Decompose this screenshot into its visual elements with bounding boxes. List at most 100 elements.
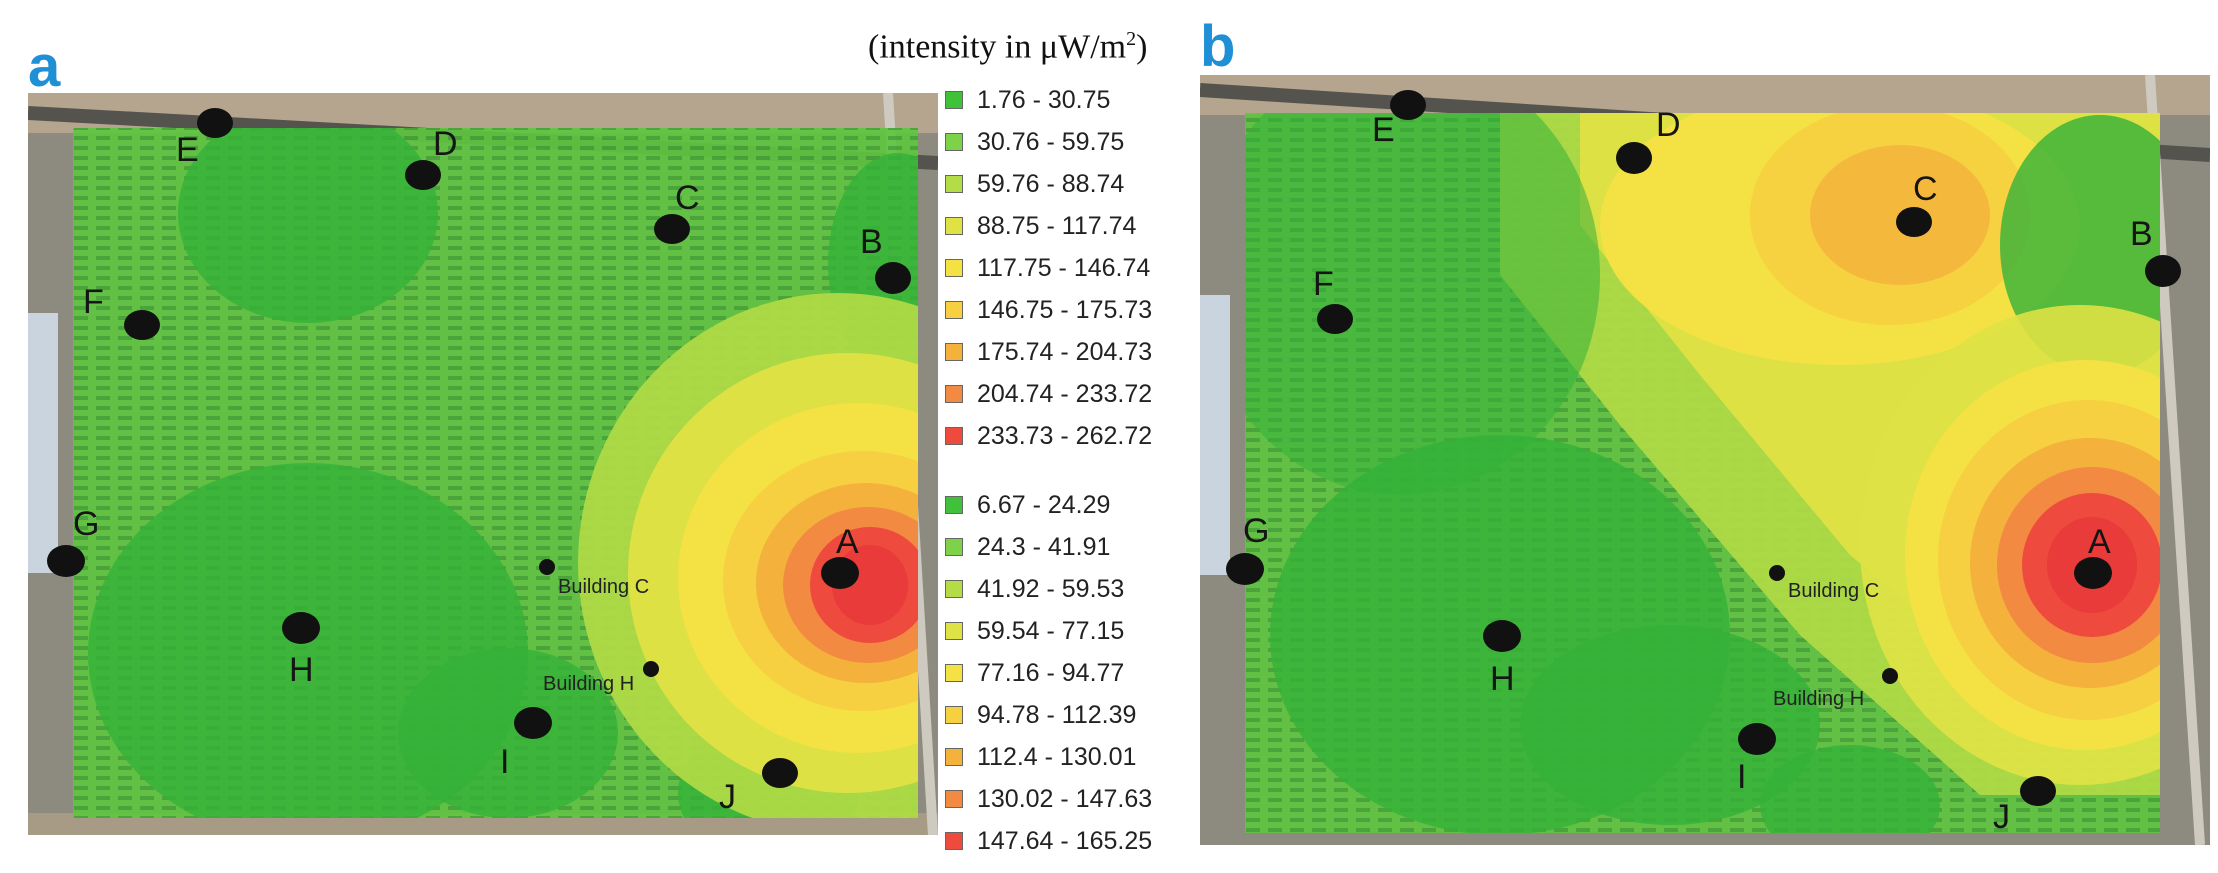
legend-item: 59.76 - 88.74: [945, 169, 1124, 199]
legend-swatch: [945, 259, 963, 277]
label-b: B: [2130, 215, 2153, 253]
legend-label: 112.4 - 130.01: [977, 742, 1137, 771]
marker-a: [2074, 557, 2112, 589]
legend-label: 146.75 - 175.73: [977, 295, 1153, 324]
legend-label: 233.73 - 262.72: [977, 421, 1153, 450]
legend-label: 204.74 - 233.72: [977, 379, 1153, 408]
legend-swatch: [945, 496, 963, 514]
marker-f: [1317, 304, 1353, 334]
legend-swatch: [945, 748, 963, 766]
building-c-label: Building C: [558, 576, 649, 598]
legend-item: 41.92 - 59.53: [945, 574, 1124, 604]
legend-label: 130.02 - 147.63: [977, 784, 1153, 813]
marker-c: [654, 214, 690, 244]
low-intensity-zone: [1520, 625, 1820, 825]
label-g: G: [1243, 512, 1269, 550]
label-b: B: [860, 223, 883, 261]
legend-swatch: [945, 217, 963, 235]
legend-label: 88.75 - 117.74: [977, 211, 1137, 240]
marker-g: [1226, 553, 1264, 585]
legend-label: 175.74 - 204.73: [977, 337, 1153, 366]
legend-swatch: [945, 832, 963, 850]
label-f: F: [1313, 265, 1334, 303]
legend-item: 146.75 - 175.73: [945, 295, 1152, 325]
legend-swatch: [945, 706, 963, 724]
marker-j: [762, 758, 798, 788]
marker-i: [1738, 723, 1776, 755]
legend-item: 147.64 - 165.25: [945, 826, 1152, 856]
legend-item: 117.75 - 146.74: [945, 253, 1150, 283]
legend-label: 94.78 - 112.39: [977, 700, 1137, 729]
building-c-marker: [539, 559, 555, 575]
label-h: H: [289, 651, 314, 689]
marker-i: [514, 707, 552, 739]
marker-c: [1896, 207, 1932, 237]
label-g: G: [73, 505, 99, 543]
legend-swatch: [945, 622, 963, 640]
marker-d: [405, 160, 441, 190]
legend-swatch: [945, 133, 963, 151]
label-a: A: [836, 523, 859, 561]
legend-item: 1.76 - 30.75: [945, 85, 1110, 115]
building-c-marker: [1769, 565, 1785, 581]
legend-swatch: [945, 343, 963, 361]
panel-letter-a: a: [28, 34, 61, 99]
legend-label: 41.92 - 59.53: [977, 574, 1125, 603]
building-h-marker: [1882, 668, 1898, 684]
legend-title: (intensity in μW/m2): [868, 28, 1148, 66]
legend-item: 204.74 - 233.72: [945, 379, 1152, 409]
low-intensity-zone: [1245, 113, 1600, 495]
building-c-label: Building C: [1788, 580, 1879, 602]
legend-swatch: [945, 91, 963, 109]
legend-swatch: [945, 301, 963, 319]
legend-swatch: [945, 538, 963, 556]
legend-item: 30.76 - 59.75: [945, 127, 1124, 157]
legend-item: 233.73 - 262.72: [945, 421, 1152, 451]
legend-item: 59.54 - 77.15: [945, 616, 1124, 646]
marker-b: [2145, 255, 2181, 287]
label-h: H: [1490, 660, 1515, 698]
legend-swatch: [945, 790, 963, 808]
label-d: D: [1656, 106, 1681, 144]
label-c: C: [675, 179, 700, 217]
label-f: F: [83, 283, 104, 321]
legend-swatch: [945, 175, 963, 193]
label-j: J: [719, 778, 736, 816]
marker-e: [197, 108, 233, 138]
label-i: I: [1737, 758, 1746, 796]
legend-item: 112.4 - 130.01: [945, 742, 1136, 772]
low-intensity-zone: [1760, 745, 1940, 833]
label-d: D: [433, 125, 458, 163]
legend-swatch: [945, 427, 963, 445]
low-intensity-zone: [178, 128, 438, 323]
legend-swatch: [945, 580, 963, 598]
building-h-marker: [643, 661, 659, 677]
legend-label: 24.3 - 41.91: [977, 532, 1111, 561]
marker-j: [2020, 776, 2056, 806]
marker-d: [1616, 142, 1652, 174]
legend-item: 94.78 - 112.39: [945, 700, 1136, 730]
building-h-label: Building H: [1773, 688, 1864, 710]
intensity-map-b: A B C D E F G H I J Building C Building …: [1200, 75, 2210, 845]
legend-item: 77.16 - 94.77: [945, 658, 1124, 688]
legend-label: 147.64 - 165.25: [977, 826, 1153, 855]
marker-g: [47, 545, 85, 577]
label-c: C: [1913, 170, 1938, 208]
marker-a: [821, 557, 859, 589]
label-j: J: [1993, 798, 2010, 836]
marker-f: [124, 310, 160, 340]
legend-item: 6.67 - 24.29: [945, 490, 1110, 520]
legend-item: 24.3 - 41.91: [945, 532, 1110, 562]
marker-b: [875, 262, 911, 294]
legend-swatch: [945, 664, 963, 682]
label-e: E: [176, 131, 199, 169]
label-i: I: [500, 743, 509, 781]
panel-letter-b: b: [1200, 14, 1236, 79]
legend-item: 130.02 - 147.63: [945, 784, 1152, 814]
legend-label: 30.76 - 59.75: [977, 127, 1125, 156]
legend-swatch: [945, 385, 963, 403]
legend-label: 77.16 - 94.77: [977, 658, 1125, 687]
legend-label: 1.76 - 30.75: [977, 85, 1111, 114]
intensity-map-a: A B C D E F G H I J Building C Building …: [28, 93, 938, 835]
marker-h: [282, 612, 320, 644]
